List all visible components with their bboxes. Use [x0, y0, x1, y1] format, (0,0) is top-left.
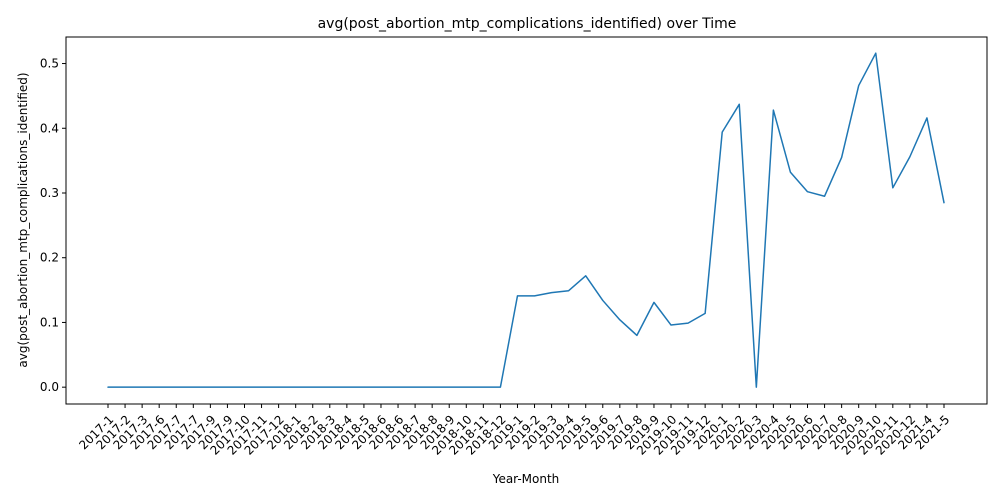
x-axis: 2017-12017-22017-32017-62017-72017-72017… [76, 404, 952, 458]
series-line [107, 52, 945, 388]
y-tick-label: 0.0 [40, 380, 59, 394]
y-tick-label: 0.1 [40, 315, 59, 329]
chart-title: avg(post_abortion_mtp_complications_iden… [318, 16, 737, 32]
plot-frame [65, 36, 988, 405]
y-tick-label: 0.2 [40, 251, 59, 265]
x-axis-label: Year-Month [492, 472, 560, 486]
y-tick-label: 0.4 [40, 121, 59, 135]
plot-area [65, 36, 988, 405]
y-axis-label: avg(post_abortion_mtp_complications_iden… [16, 72, 30, 367]
y-tick-label: 0.5 [40, 57, 59, 71]
y-axis: 0.0 0.1 0.2 0.3 0.4 0.5 [40, 57, 66, 394]
y-tick-label: 0.3 [40, 186, 59, 200]
